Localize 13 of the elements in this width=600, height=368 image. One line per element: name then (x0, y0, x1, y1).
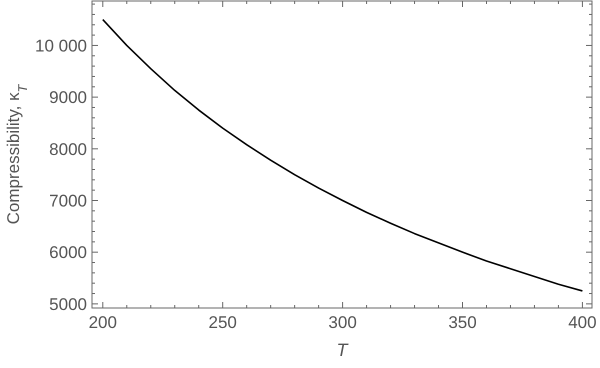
x-tick-label: 300 (328, 313, 357, 332)
x-axis-title: T (336, 340, 350, 360)
y-tick-label: 5000 (49, 294, 87, 314)
y-tick-label: 10 000 (35, 36, 87, 56)
y-tick-label: 8000 (49, 140, 87, 159)
x-tick-label: 350 (448, 313, 477, 332)
y-tick-label: 7000 (49, 191, 87, 210)
x-tick-label: 400 (568, 313, 597, 332)
line-series (102, 18, 584, 292)
x-tick-label: 250 (208, 313, 237, 332)
x-tick-label: 200 (88, 313, 117, 332)
y-tick-label: 6000 (49, 243, 87, 262)
y-tick-label: 9000 (49, 88, 87, 108)
